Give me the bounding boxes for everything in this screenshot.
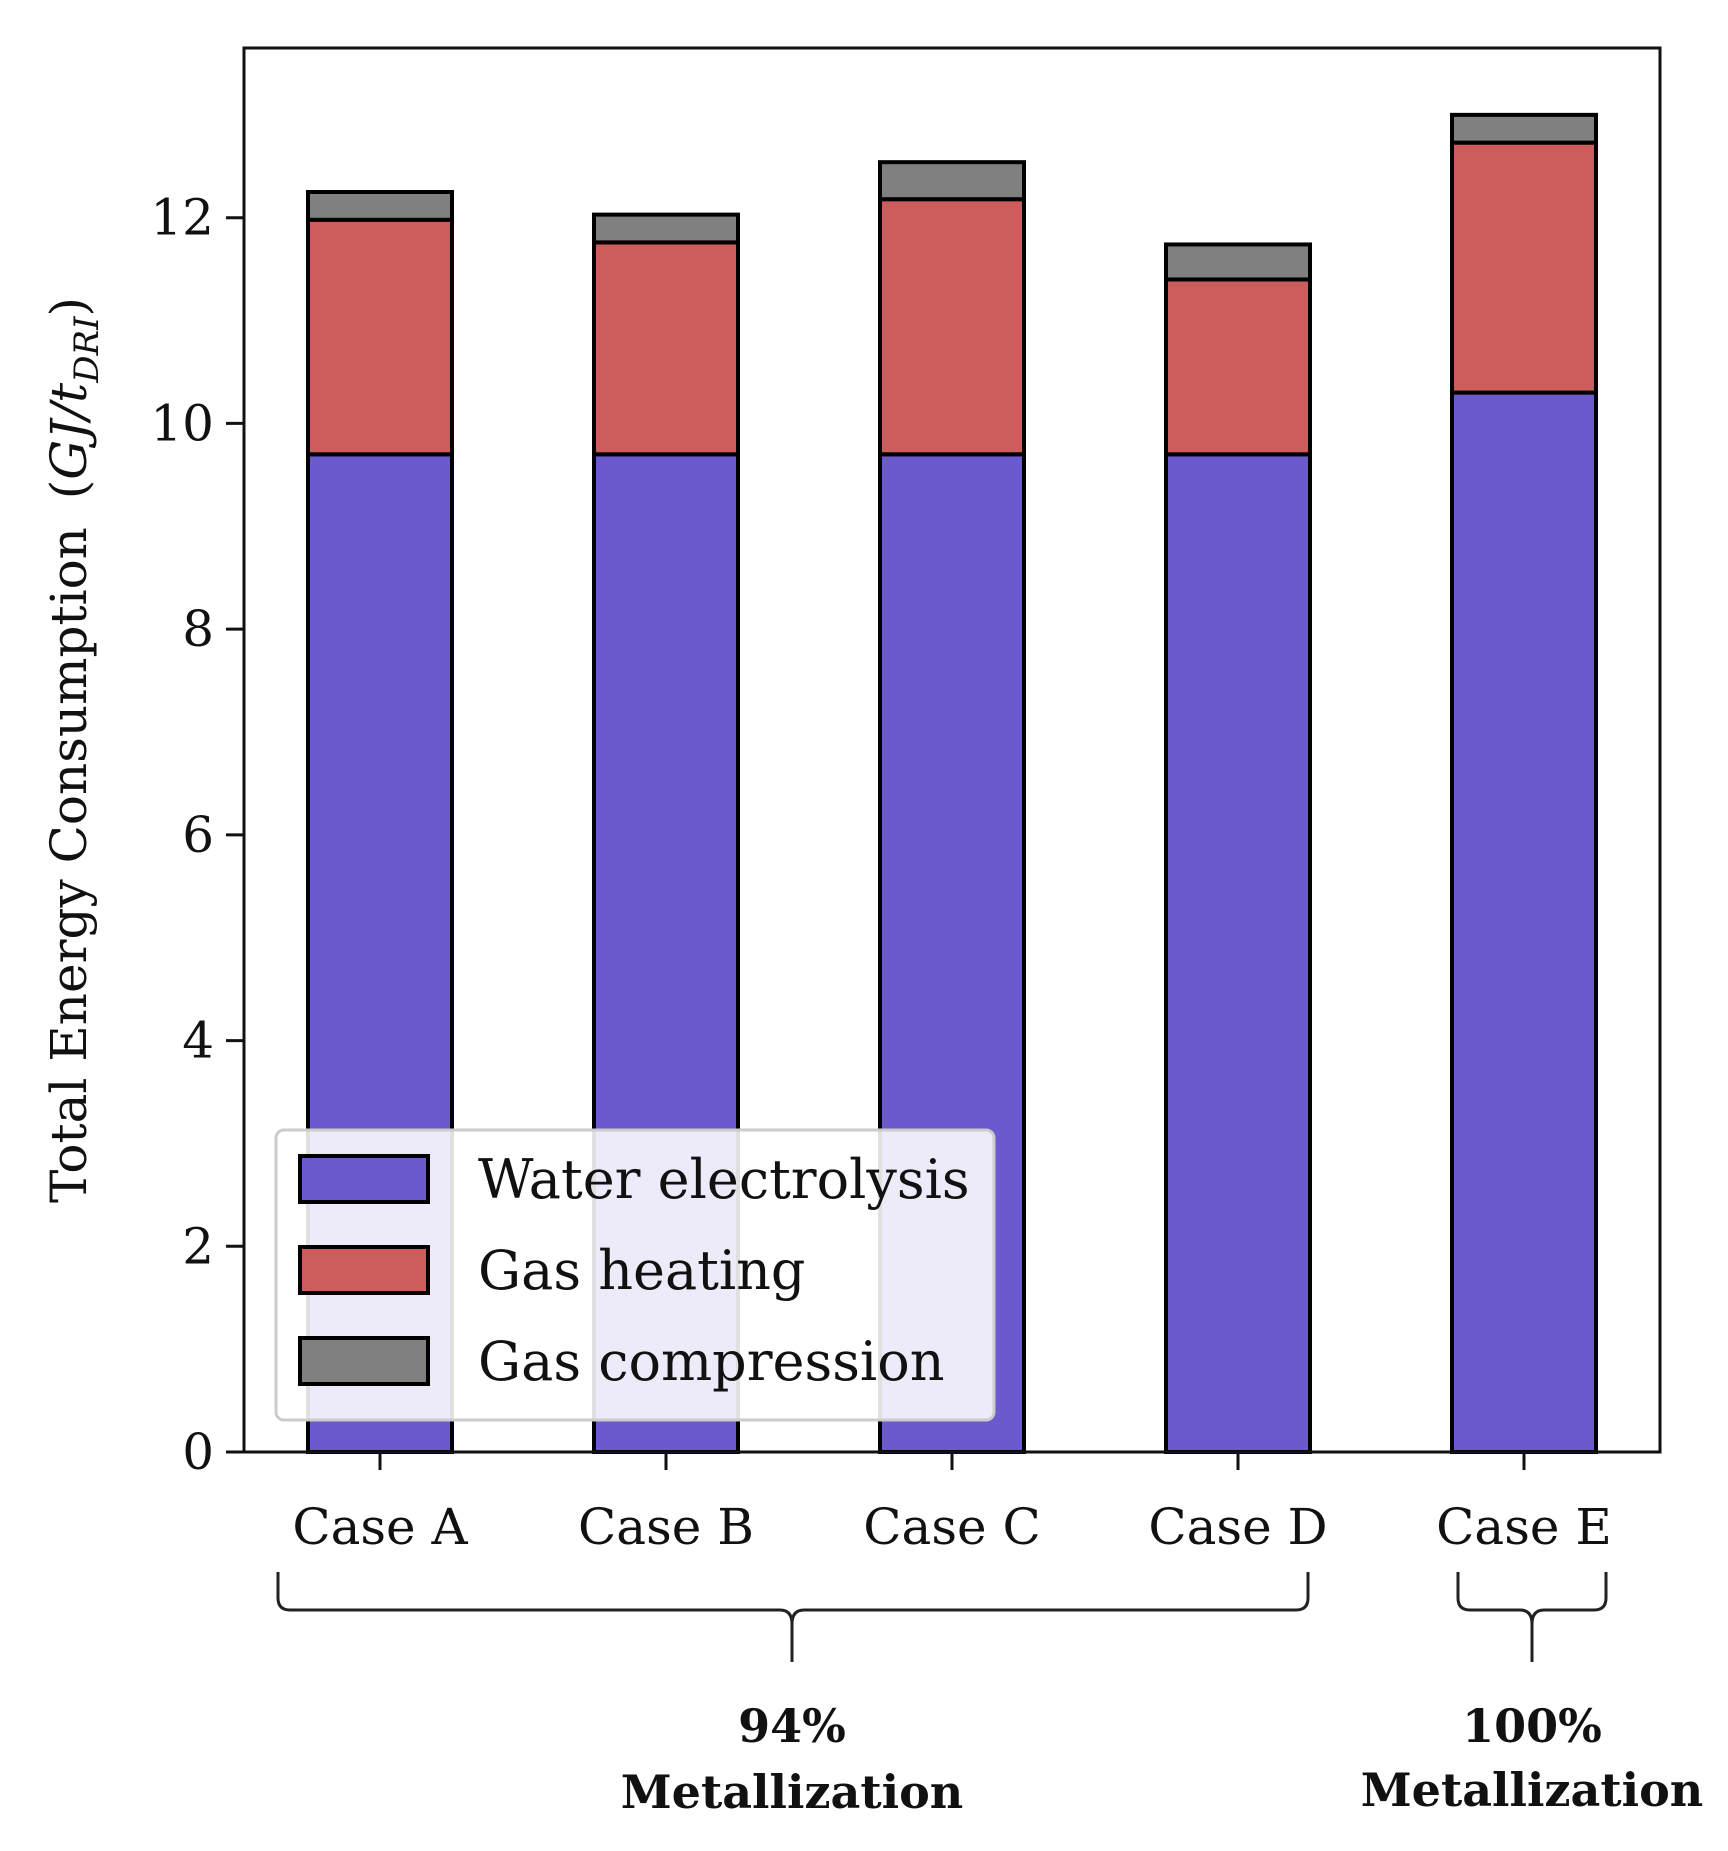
y-tick-label: 8 <box>182 600 214 658</box>
group-label-94-metallization: Metallization <box>621 1765 963 1819</box>
group-brace-94 <box>276 1572 1310 1662</box>
y-tick-label: 4 <box>182 1012 214 1070</box>
x-tick-label-case-d: Case D <box>1148 1498 1327 1556</box>
bar-case-e-gas-compression <box>1450 112 1598 145</box>
x-tick-label-case-a: Case A <box>292 1498 468 1556</box>
x-tick-label-case-e: Case E <box>1436 1498 1612 1556</box>
x-axis: Case A Case B Case C Case D Case E <box>292 1452 1612 1556</box>
bar-case-d-gas-compression <box>1164 242 1312 282</box>
legend-label-water-electrolysis: Water electrolysis <box>478 1148 970 1211</box>
group-brace-100 <box>1456 1572 1608 1662</box>
group-label-100-percent: 100% <box>1462 1699 1602 1753</box>
legend-swatch-water-electrolysis <box>298 1154 430 1204</box>
bar-case-d-water-electrolysis <box>1164 452 1312 1454</box>
legend-swatch-gas-compression <box>298 1336 430 1386</box>
bar-case-e-gas-heating <box>1450 140 1598 395</box>
bar-case-b-gas-compression <box>592 212 740 245</box>
y-axis-unit-open: ( <box>40 480 98 500</box>
bar-case-e-water-electrolysis <box>1450 390 1598 1455</box>
x-tick-label-case-c: Case C <box>863 1498 1040 1556</box>
y-tick-label: 12 <box>150 189 214 247</box>
bar-case-a-gas-compression <box>306 190 454 222</box>
y-axis-unit-main: GJ/t <box>40 382 98 480</box>
group-label-94-percent: 94% <box>738 1699 846 1753</box>
y-axis-unit-subscript: DRI <box>67 316 107 384</box>
legend-swatch-gas-heating <box>298 1245 430 1295</box>
legend: Water electrolysis Gas heating Gas compr… <box>274 1128 996 1422</box>
group-annotations: 94% Metallization 100% Metallization <box>276 1572 1703 1819</box>
bar-case-c-gas-compression <box>878 160 1026 202</box>
y-axis: 0 2 4 6 8 10 12 <box>150 189 244 1481</box>
bar-case-b-gas-heating <box>592 240 740 457</box>
y-axis-unit-close: ) <box>40 297 98 317</box>
x-tick-label-case-b: Case B <box>578 1498 754 1556</box>
bar-case-c-gas-heating <box>878 197 1026 457</box>
bar-case-d-gas-heating <box>1164 277 1312 457</box>
y-axis-title-text: Total Energy Consumption <box>40 527 98 1203</box>
bar-case-a-gas-heating <box>306 217 454 457</box>
y-tick-label: 6 <box>182 806 214 864</box>
legend-label-gas-compression: Gas compression <box>478 1330 945 1393</box>
y-tick-label: 0 <box>182 1423 214 1481</box>
legend-box <box>274 1128 996 1422</box>
y-axis-title: Total Energy Consumption (GJ/tDRI) <box>40 297 107 1203</box>
legend-label-gas-heating: Gas heating <box>478 1239 805 1302</box>
group-label-100-metallization: Metallization <box>1361 1763 1703 1817</box>
y-tick-label: 10 <box>150 394 214 452</box>
y-tick-label: 2 <box>182 1217 214 1275</box>
